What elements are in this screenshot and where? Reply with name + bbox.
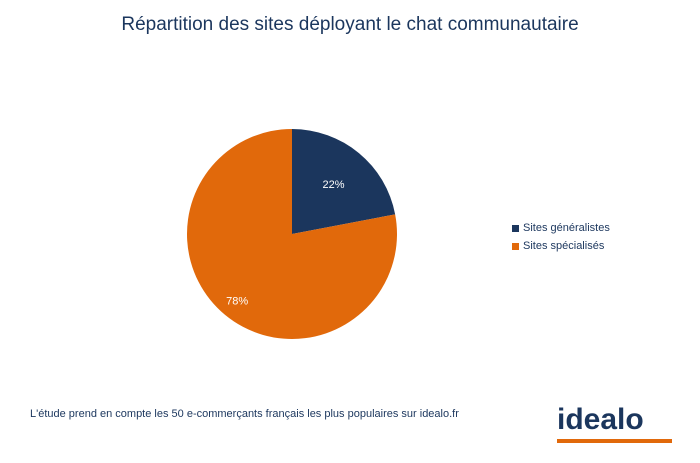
logo-underline bbox=[557, 439, 672, 443]
legend-swatch-generalistes bbox=[512, 224, 519, 232]
pie-data-label-0: 22% bbox=[322, 179, 344, 191]
pie-slice-1 bbox=[187, 129, 398, 340]
legend-item-generalistes: Sites généralistes bbox=[512, 219, 610, 237]
legend-label-specialises: Sites spécialisés bbox=[523, 240, 605, 252]
chart-legend: Sites généralistes Sites spécialisés bbox=[512, 219, 610, 255]
legend-label-generalistes: Sites généralistes bbox=[523, 222, 610, 234]
idealo-logo: idealo bbox=[557, 405, 675, 443]
footnote: L'étude prend en compte les 50 e-commerç… bbox=[30, 408, 459, 420]
logo-wordmark: idealo bbox=[557, 403, 644, 436]
legend-swatch-specialises bbox=[512, 242, 519, 250]
pie-slice-0 bbox=[292, 129, 396, 234]
chart-title: Répartition des sites déployant le chat … bbox=[121, 14, 579, 35]
legend-item-specialises: Sites spécialisés bbox=[512, 237, 610, 255]
pie-data-label-1: 78% bbox=[226, 295, 248, 307]
